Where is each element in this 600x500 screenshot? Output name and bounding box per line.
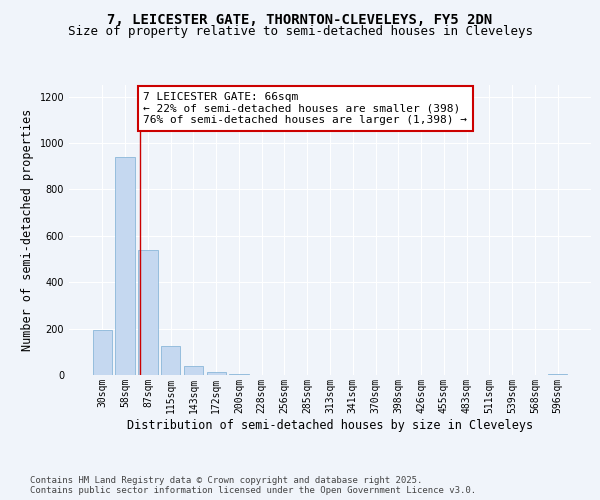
Bar — [229, 374, 248, 375]
Text: 7 LEICESTER GATE: 66sqm
← 22% of semi-detached houses are smaller (398)
76% of s: 7 LEICESTER GATE: 66sqm ← 22% of semi-de… — [143, 92, 467, 125]
Text: 7, LEICESTER GATE, THORNTON-CLEVELEYS, FY5 2DN: 7, LEICESTER GATE, THORNTON-CLEVELEYS, F… — [107, 12, 493, 26]
Bar — [161, 346, 181, 375]
Bar — [93, 330, 112, 375]
Text: Contains HM Land Registry data © Crown copyright and database right 2025.
Contai: Contains HM Land Registry data © Crown c… — [30, 476, 476, 495]
Bar — [115, 157, 135, 375]
Bar — [548, 374, 567, 375]
X-axis label: Distribution of semi-detached houses by size in Cleveleys: Distribution of semi-detached houses by … — [127, 418, 533, 432]
Bar — [138, 250, 158, 375]
Y-axis label: Number of semi-detached properties: Number of semi-detached properties — [21, 109, 34, 351]
Bar — [206, 372, 226, 375]
Text: Size of property relative to semi-detached houses in Cleveleys: Size of property relative to semi-detach… — [67, 25, 533, 38]
Bar — [184, 366, 203, 375]
